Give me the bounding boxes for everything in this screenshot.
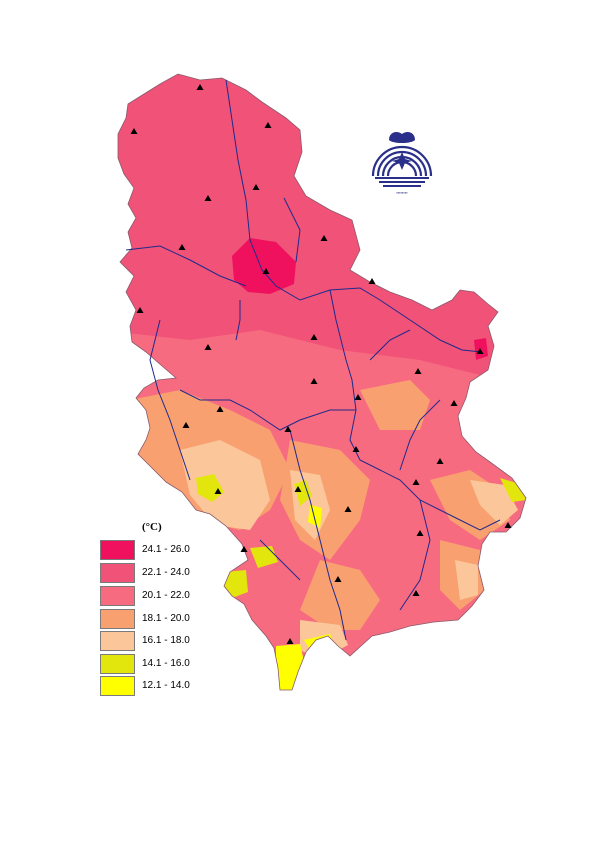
legend-label: 24.1 - 26.0 [142,544,190,555]
legend-item: 12.1 - 14.0 [100,676,230,697]
station-marker [416,530,424,536]
legend-title: (°C) [142,521,162,533]
drina-river [149,319,191,481]
tisa-river [283,197,301,263]
legend-label: 18.1 - 20.0 [142,613,190,624]
legend-item: 16.1 - 18.0 [100,631,230,652]
zone-16-18-zlatibor [180,440,270,530]
station-marker [252,184,260,190]
legend-swatch [100,654,135,674]
zone-12-14-south [276,644,306,690]
weather-stations [130,84,512,644]
zone-16-18-stara-planina [470,480,518,525]
timok-river [399,399,441,471]
zone-14-16-b [294,480,312,506]
zone-24-26-belgrade [232,238,296,294]
station-marker [320,235,328,241]
station-marker [368,278,376,284]
station-marker [216,406,224,412]
station-marker [352,446,360,452]
legend-item: 14.1 - 16.0 [100,654,230,675]
station-marker [476,348,484,354]
legend-item: 20.1 - 22.0 [100,586,230,607]
legend-swatch [100,540,135,560]
legend-item: 24.1 - 26.0 [100,540,230,561]
legend-label: 14.1 - 16.0 [142,658,190,669]
station-marker [344,506,352,512]
station-marker [264,122,272,128]
rivers [125,79,501,641]
station-marker [412,479,420,485]
station-marker [182,422,190,428]
station-marker [450,400,458,406]
zone-24-26-east [474,338,488,360]
danube-river [225,79,483,353]
station-marker [414,368,422,374]
kolubara-river [235,300,241,341]
legend-label: 12.1 - 14.0 [142,680,190,691]
south-morava-river [399,499,431,611]
legend-swatch [100,676,135,696]
station-marker [262,268,270,274]
ibar-river [289,429,347,641]
west-morava-river [179,389,356,431]
station-marker [196,84,204,90]
institute-logo: ▪▪▪▪▪▪▪▪ [371,132,433,195]
station-marker [294,486,302,492]
station-marker [334,576,342,582]
station-marker [504,522,512,528]
zone-18-20-south [300,560,380,630]
legend-label: 20.1 - 22.0 [142,590,190,601]
station-marker [204,195,212,201]
legend-item: 22.1 - 24.0 [100,563,230,584]
station-marker [130,128,138,134]
station-marker [136,307,144,313]
sava-river [125,245,247,287]
lim-river [259,539,301,581]
station-marker [286,638,294,644]
station-marker [204,344,212,350]
station-marker [310,334,318,340]
legend-item: 18.1 - 20.0 [100,609,230,630]
station-marker [436,458,444,464]
zone-14-16-a [196,474,224,502]
station-marker [354,394,362,400]
legend-swatch [100,586,135,606]
station-marker [214,488,222,494]
station-marker [284,426,292,432]
station-marker [178,244,186,250]
legend-label: 16.1 - 18.0 [142,635,190,646]
svg-text:▪▪▪▪▪▪▪▪: ▪▪▪▪▪▪▪▪ [396,190,408,195]
mlava-river [369,329,411,361]
station-marker [240,546,248,552]
morava-river [329,289,501,531]
zone-18-20-mid [360,380,430,430]
zone-16-18-southeast [455,560,478,600]
legend-swatch [100,631,135,651]
legend-swatch [100,563,135,583]
legend-label: 22.1 - 24.0 [142,567,190,578]
legend-swatch [100,609,135,629]
station-marker [412,590,420,596]
station-marker [310,378,318,384]
zone-12-14-kopaonik [308,505,322,528]
